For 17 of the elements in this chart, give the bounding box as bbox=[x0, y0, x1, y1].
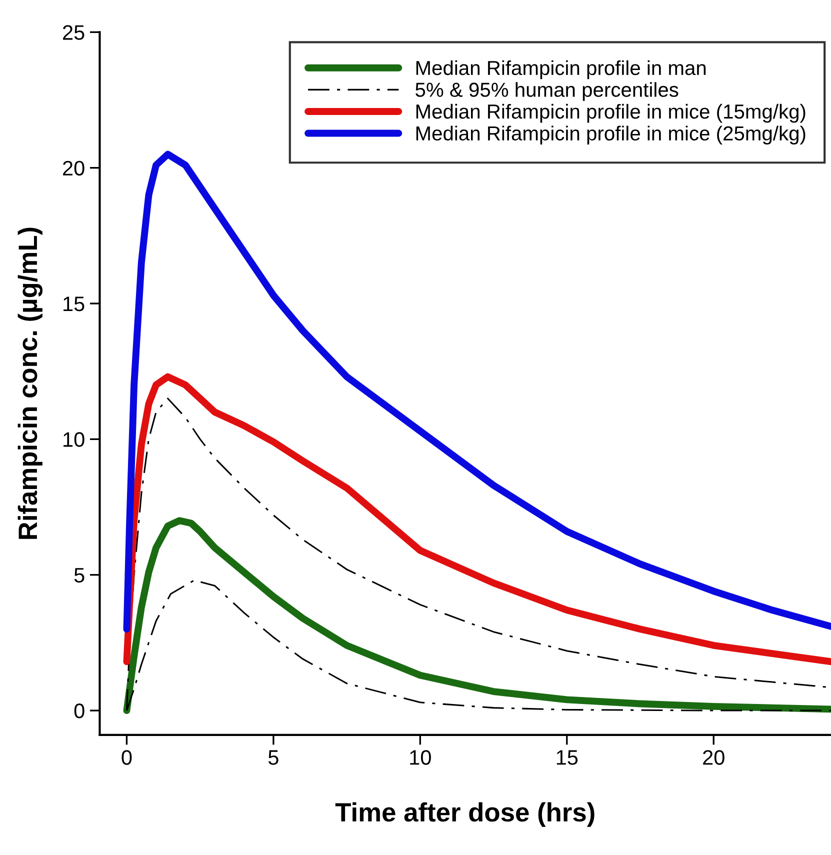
y-tick-label: 0 bbox=[74, 704, 84, 718]
x-tick-label: 20 bbox=[703, 750, 724, 765]
x-tick-label: 5 bbox=[268, 750, 278, 765]
y-tick-label: 5 bbox=[74, 568, 84, 583]
legend-label: Median Rifampicin profile in mice (15mg/kg) bbox=[416, 104, 806, 123]
legend-label: Median Rifampicin profile in mice (25mg/kg) bbox=[416, 126, 806, 144]
x-axis-title: Time after dose (hrs) bbox=[335, 802, 594, 827]
legend-label: 5% & 95% human percentiles bbox=[416, 82, 678, 101]
y-axis-title: Rifampicin conc. (µg/mL) bbox=[18, 228, 43, 539]
y-tick-label: 20 bbox=[63, 160, 84, 176]
y-tick-label: 10 bbox=[64, 432, 84, 447]
x-tick-label: 10 bbox=[410, 750, 431, 765]
legend-label: Median Rifampicin profile in man bbox=[416, 60, 706, 80]
y-tick-label: 25 bbox=[63, 25, 84, 40]
x-tick-label: 0 bbox=[122, 750, 132, 765]
y-tick-label: 15 bbox=[64, 296, 84, 312]
x-tick-label: 15 bbox=[556, 750, 578, 765]
